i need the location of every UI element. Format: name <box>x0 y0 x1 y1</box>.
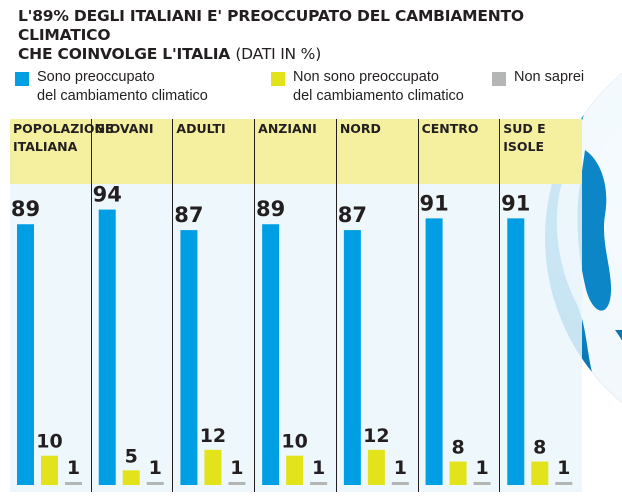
data-label: 1 <box>312 457 325 479</box>
globe-sphere <box>545 73 622 403</box>
category-label: ITALIANA <box>13 139 78 154</box>
bar <box>391 482 409 485</box>
bar <box>449 461 467 485</box>
bar <box>180 230 198 485</box>
bar <box>531 461 549 485</box>
data-label: 10 <box>36 431 62 453</box>
data-label: 12 <box>200 425 226 447</box>
bar <box>310 482 328 485</box>
data-label: 1 <box>67 457 80 479</box>
category-label: ISOLE <box>503 139 544 154</box>
globe-land <box>556 60 622 453</box>
category-label: CENTRO <box>422 121 479 136</box>
bar <box>146 482 164 485</box>
category-header-band <box>10 119 582 184</box>
globe-image <box>545 60 622 453</box>
data-label: 91 <box>419 191 448 215</box>
legend-swatch-non-saprei <box>492 72 506 86</box>
category-label: ANZIANI <box>258 121 317 136</box>
category-label: GIOVANI <box>95 121 154 136</box>
category-label: ADULTI <box>176 121 225 136</box>
bar <box>286 455 304 485</box>
chart-title-line2: CHE COINVOLGE L'ITALIA (DATI IN %) <box>18 45 618 64</box>
chart-title-line1: L'89% DEGLI ITALIANI E' PREOCCUPATO DEL … <box>18 7 524 44</box>
legend-label-non-preoccupato-line2: del cambiamento climatico <box>293 88 464 104</box>
chart-title-unit: (DATI IN %) <box>235 45 322 63</box>
category-label: NORD <box>340 121 381 136</box>
data-label: 8 <box>451 437 464 459</box>
data-label: 94 <box>93 183 122 207</box>
data-label: 5 <box>125 445 138 467</box>
legend-label-preoccupato-line1: Sono preoccupato <box>37 69 155 85</box>
bar <box>17 224 34 486</box>
legend-label-non-saprei: Non saprei <box>514 68 584 87</box>
chart-title: L'89% DEGLI ITALIANI E' PREOCCUPATO DEL … <box>18 7 618 64</box>
legend-label-non-preoccupato-line1: Non sono preoccupato <box>293 69 439 85</box>
data-label: 1 <box>394 457 407 479</box>
data-label: 87 <box>338 203 367 227</box>
bar <box>204 449 222 485</box>
bar <box>425 218 443 485</box>
data-label: 89 <box>11 197 40 221</box>
bar <box>262 224 280 486</box>
bar <box>98 209 116 485</box>
bar <box>65 482 82 485</box>
data-label: 87 <box>174 203 203 227</box>
data-label: 1 <box>557 457 570 479</box>
data-label: 8 <box>533 437 546 459</box>
data-label: 1 <box>230 457 243 479</box>
globe-sea <box>577 150 612 311</box>
bar <box>473 482 491 485</box>
globe-sea-south <box>615 330 622 341</box>
bar <box>367 449 385 485</box>
category-label: SUD E <box>503 121 545 136</box>
data-label: 10 <box>281 431 307 453</box>
bar <box>507 218 525 485</box>
data-label: 89 <box>256 197 285 221</box>
data-label: 1 <box>149 457 162 479</box>
plot-area <box>10 184 582 492</box>
data-label: 91 <box>501 191 530 215</box>
legend-swatch-non-preoccupato <box>271 72 285 86</box>
data-label: 1 <box>475 457 488 479</box>
legend-label-non-saprei-line1: Non saprei <box>514 69 585 85</box>
category-label: POPOLAZIONE <box>13 121 114 136</box>
bar <box>122 470 140 485</box>
legend-label-non-preoccupato: Non sono preoccupato del cambiamento cli… <box>293 68 464 106</box>
data-label: 12 <box>363 425 389 447</box>
bar <box>228 482 246 485</box>
globe-continent <box>556 60 622 453</box>
bar <box>41 455 58 485</box>
bar <box>343 230 361 485</box>
legend-label-preoccupato-line2: del cambiamento climatico <box>37 88 208 104</box>
legend-swatch-preoccupato <box>15 72 29 86</box>
chart-title-line2-text: CHE COINVOLGE L'ITALIA <box>18 45 231 63</box>
bar <box>555 482 573 485</box>
legend-label-preoccupato: Sono preoccupato del cambiamento climati… <box>37 68 208 106</box>
